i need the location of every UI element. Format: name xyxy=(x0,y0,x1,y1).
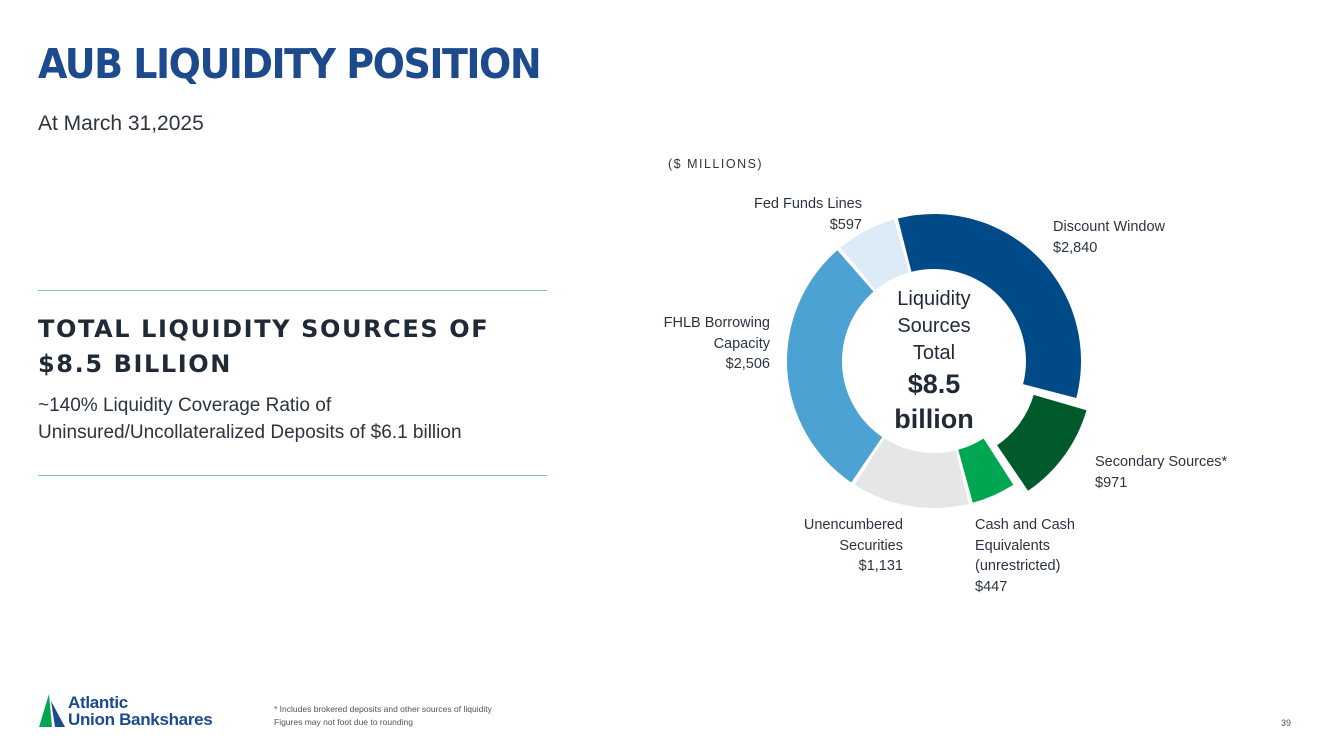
donut-slice-3 xyxy=(854,438,969,508)
slice-value: $1,131 xyxy=(858,558,903,574)
slice-value: $971 xyxy=(1095,474,1128,491)
slice-label-line: Securities xyxy=(839,537,903,554)
donut-slice-4 xyxy=(786,250,883,483)
slice-label-line: Discount Window xyxy=(1053,219,1166,235)
slice-label-line: Secondary Sources* xyxy=(1095,454,1228,470)
slice-value: $2,840 xyxy=(1053,239,1098,256)
donut-slice-2 xyxy=(958,438,1014,503)
slice-label-fhlb-borrowing: FHLB Borrowing Capacity $2,506 xyxy=(630,313,770,375)
units-label: ($ MILLIONS) xyxy=(668,157,764,171)
donut-center-label: Liquidity Sources Total $8.5 billion xyxy=(874,286,994,437)
bottom-divider xyxy=(38,475,547,476)
donut-slice-1 xyxy=(997,394,1087,491)
top-divider xyxy=(38,290,547,291)
company-logo: Atlantic Union Bankshares xyxy=(38,692,258,732)
footnote: * Includes brokered deposits and other s… xyxy=(274,704,492,714)
slice-label-fed-funds: Fed Funds Lines $597 xyxy=(722,194,862,235)
slice-label-line: FHLB Borrowing xyxy=(663,315,770,331)
logo-text-line: Atlantic xyxy=(68,693,128,712)
headline: TOTAL LIQUIDITY SOURCES OF $8.5 BILLION xyxy=(38,315,490,378)
page-number: 39 xyxy=(1281,718,1292,728)
slice-label-line: Unencumbered xyxy=(803,517,903,533)
center-line: Total xyxy=(912,342,956,364)
slice-label-line: (unrestricted) xyxy=(975,558,1061,574)
slice-label-line: Equivalents xyxy=(975,537,1050,554)
slice-label-cash-equivalents: Cash and Cash Equivalents (unrestricted)… xyxy=(975,515,1075,597)
center-value: $8.5 xyxy=(907,369,961,399)
slice-label-discount-window: Discount Window $2,840 xyxy=(1053,217,1165,258)
donut-slice-0 xyxy=(897,214,1081,399)
center-value: billion xyxy=(894,404,974,434)
slice-label-line: Fed Funds Lines xyxy=(753,196,862,212)
center-line: Liquidity xyxy=(897,288,971,310)
slice-label-secondary-sources: Secondary Sources* $971 xyxy=(1095,452,1227,493)
page-title: AUB LIQUIDITY POSITION xyxy=(38,40,542,88)
footnote: Figures may not foot due to rounding xyxy=(274,717,413,727)
slice-label-unencumbered-securities: Unencumbered Securities $1,131 xyxy=(763,515,903,577)
slice-label-line: Cash and Cash xyxy=(975,517,1075,533)
donut-slice-5 xyxy=(840,219,909,291)
body-text: ~140% Liquidity Coverage Ratio of Uninsu… xyxy=(38,395,462,443)
logo-mark-icon xyxy=(39,694,65,727)
slice-label-line: Capacity xyxy=(713,335,770,352)
center-line: Sources xyxy=(897,315,971,337)
logo-text-line: Union Bankshares xyxy=(68,710,213,729)
slice-value: $2,506 xyxy=(725,356,770,372)
slice-value: $597 xyxy=(829,216,862,233)
page-subtitle: At March 31,2025 xyxy=(38,112,204,135)
slice-value: $447 xyxy=(975,578,1008,595)
